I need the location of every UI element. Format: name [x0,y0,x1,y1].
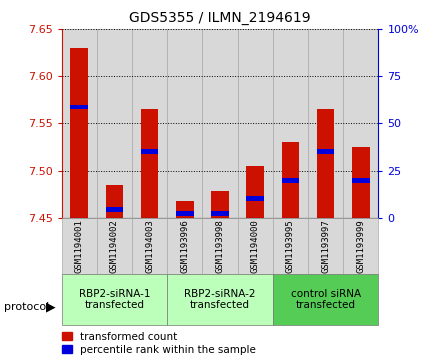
Bar [97,29,132,218]
Bar [167,29,202,218]
Bar [282,142,299,218]
Text: GSM1194000: GSM1194000 [251,219,260,273]
Bar [176,201,194,218]
Text: GSM1193998: GSM1193998 [216,219,224,273]
Bar [202,218,238,274]
Bar [308,218,343,274]
Bar [273,274,378,325]
Bar [167,218,202,274]
Bar [211,191,229,218]
Title: GDS5355 / ILMN_2194619: GDS5355 / ILMN_2194619 [129,11,311,25]
Bar [246,196,264,201]
Bar [70,48,88,218]
Bar [132,218,167,274]
Bar [317,149,334,154]
Bar [62,274,167,325]
Text: GSM1193999: GSM1193999 [356,219,365,273]
Text: GSM1193997: GSM1193997 [321,219,330,273]
Bar [343,29,378,218]
Bar [97,218,132,274]
Bar [238,218,273,274]
Bar [246,166,264,218]
Bar [106,185,123,218]
Bar [167,274,273,325]
Text: protocol: protocol [4,302,50,312]
Text: GSM1193996: GSM1193996 [180,219,189,273]
Bar [176,211,194,216]
Bar [62,218,97,274]
Text: ▶: ▶ [46,300,56,313]
Bar [211,211,229,216]
Legend: transformed count, percentile rank within the sample: transformed count, percentile rank withi… [62,332,256,355]
Bar [62,29,97,218]
Bar [273,29,308,218]
Bar [273,218,308,274]
Bar [238,29,273,218]
Bar [352,147,370,218]
Text: GSM1193995: GSM1193995 [286,219,295,273]
Text: GSM1194002: GSM1194002 [110,219,119,273]
Text: RBP2-siRNA-2
transfected: RBP2-siRNA-2 transfected [184,289,256,310]
Text: RBP2-siRNA-1
transfected: RBP2-siRNA-1 transfected [79,289,150,310]
Bar [308,29,343,218]
Text: GSM1194001: GSM1194001 [75,219,84,273]
Bar [141,109,158,218]
Text: GSM1194003: GSM1194003 [145,219,154,273]
Bar [343,218,378,274]
Bar [282,178,299,183]
Bar [317,109,334,218]
Bar [132,29,167,218]
Bar [202,29,238,218]
Text: control siRNA
transfected: control siRNA transfected [290,289,361,310]
Bar [141,149,158,154]
Bar [70,105,88,109]
Bar [352,178,370,183]
Bar [106,207,123,212]
